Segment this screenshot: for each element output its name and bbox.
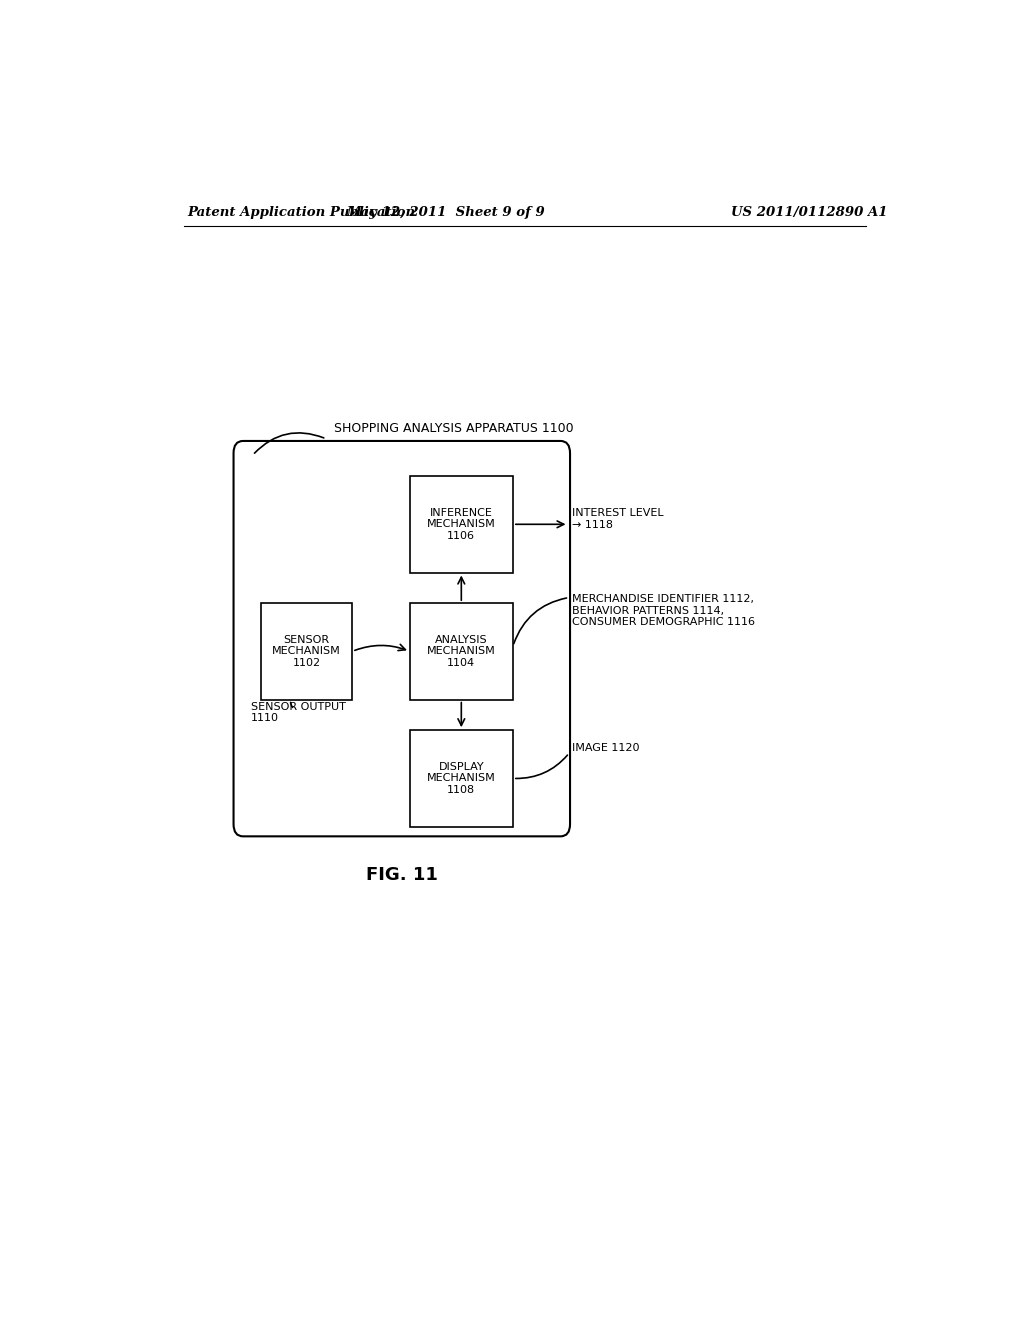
FancyBboxPatch shape — [410, 730, 513, 826]
Text: US 2011/0112890 A1: US 2011/0112890 A1 — [731, 206, 888, 219]
Text: SHOPPING ANALYSIS APPARATUS 1100: SHOPPING ANALYSIS APPARATUS 1100 — [334, 422, 574, 434]
Text: DISPLAY
MECHANISM
1108: DISPLAY MECHANISM 1108 — [427, 762, 496, 795]
FancyBboxPatch shape — [410, 477, 513, 573]
Text: INTEREST LEVEL
→ 1118: INTEREST LEVEL → 1118 — [572, 508, 664, 531]
FancyBboxPatch shape — [261, 603, 352, 700]
FancyBboxPatch shape — [233, 441, 570, 837]
Text: SENSOR OUTPUT
1110: SENSOR OUTPUT 1110 — [251, 701, 346, 723]
Text: ANALYSIS
MECHANISM
1104: ANALYSIS MECHANISM 1104 — [427, 635, 496, 668]
Text: MERCHANDISE IDENTIFIER 1112,
BEHAVIOR PATTERNS 1114,
CONSUMER DEMOGRAPHIC 1116: MERCHANDISE IDENTIFIER 1112, BEHAVIOR PA… — [572, 594, 756, 627]
Text: SENSOR
MECHANISM
1102: SENSOR MECHANISM 1102 — [272, 635, 341, 668]
Text: IMAGE 1120: IMAGE 1120 — [572, 743, 640, 752]
Text: Patent Application Publication: Patent Application Publication — [187, 206, 416, 219]
Text: May 12, 2011  Sheet 9 of 9: May 12, 2011 Sheet 9 of 9 — [346, 206, 545, 219]
Text: FIG. 11: FIG. 11 — [366, 866, 437, 884]
FancyBboxPatch shape — [410, 603, 513, 700]
Text: INFERENCE
MECHANISM
1106: INFERENCE MECHANISM 1106 — [427, 508, 496, 541]
